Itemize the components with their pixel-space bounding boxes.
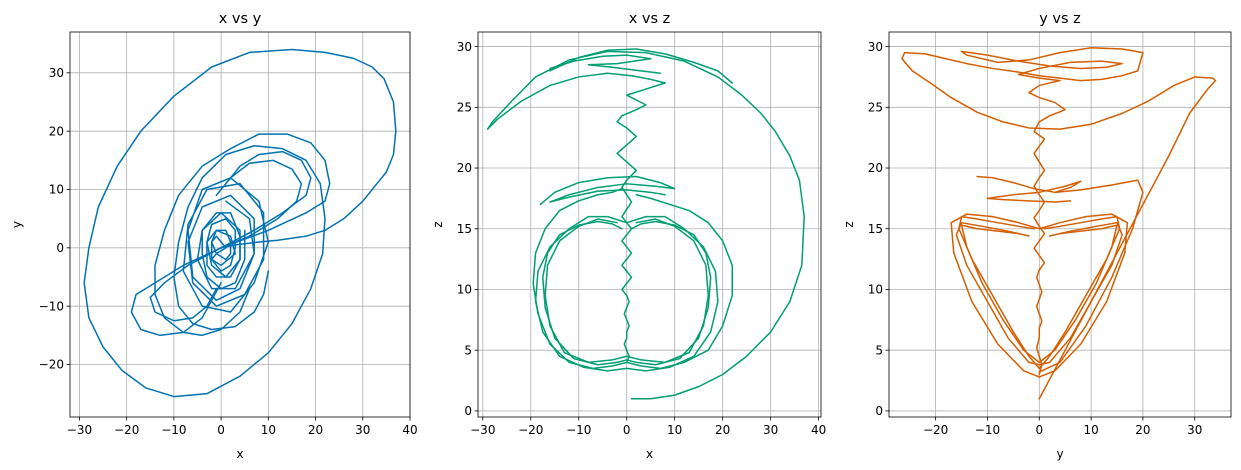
trajectory-segment <box>1038 221 1123 366</box>
axes-frame-xy <box>69 31 411 418</box>
series-yz <box>901 47 1217 400</box>
series-xz <box>486 48 805 400</box>
y-tick-label: 5 <box>464 343 472 357</box>
y-tick-label: 15 <box>457 222 472 236</box>
trajectory-segment <box>486 50 805 400</box>
trajectory-segment <box>544 218 628 364</box>
x-tick-label: −20 <box>923 423 948 437</box>
x-tick-label: 40 <box>402 423 417 437</box>
trajectory-segment <box>616 82 666 260</box>
trajectory-segment <box>1038 179 1144 373</box>
x-tick-label: −30 <box>470 423 495 437</box>
y-tick-label: 30 <box>49 66 64 80</box>
y-tick-label: 20 <box>868 161 883 175</box>
trajectory-segment <box>549 48 733 84</box>
y-tick-label: 10 <box>49 183 64 197</box>
x-tick-label: 30 <box>1187 423 1202 437</box>
x-tick-label: 0 <box>217 423 225 437</box>
x-tick-label: 10 <box>261 423 276 437</box>
y-tick-label: 20 <box>457 161 472 175</box>
trajectory-segment <box>549 54 662 75</box>
chart-panel-yz: −20 −10 0 10 20 30 0 5 10 15 20 25 30 y z y vs z <box>842 11 1232 461</box>
trajectory-segment <box>625 220 712 366</box>
trajectory-segment <box>154 133 331 337</box>
x-tick-label: 20 <box>1135 423 1150 437</box>
y-tick-label: 10 <box>457 283 472 297</box>
trajectory-segment <box>960 47 1144 82</box>
trajectory-segment <box>625 215 719 372</box>
y-axis-label: z <box>842 221 856 227</box>
x-tick-label: 10 <box>667 423 682 437</box>
x-tick-label: 0 <box>623 423 631 437</box>
x-tick-label: 10 <box>1083 423 1098 437</box>
chart-title: y vs z <box>1039 11 1081 27</box>
x-tick-label: −10 <box>975 423 1000 437</box>
trajectory-segment <box>215 159 303 249</box>
x-tick-label: −20 <box>518 423 543 437</box>
trajectory-segment <box>955 221 1041 366</box>
y-tick-label: 0 <box>464 404 472 418</box>
trajectory-segment <box>1028 79 1066 376</box>
y-tick-label: 20 <box>49 124 64 138</box>
trajectory-segment <box>901 51 1217 400</box>
trajectory-segment <box>83 48 397 398</box>
x-tick-label: 40 <box>811 423 826 437</box>
x-tick-label: −20 <box>114 423 139 437</box>
y-tick-label: 30 <box>868 40 883 54</box>
chart-panel-xz: −30 −20 −10 0 10 20 30 40 0 5 10 15 20 25 30 x z x vs z <box>431 11 826 461</box>
series-xy <box>83 48 397 398</box>
x-tick-label: 20 <box>308 423 323 437</box>
trajectory-segment <box>621 258 633 364</box>
y-tick-label: 0 <box>875 404 883 418</box>
grid-xz <box>478 32 821 417</box>
chart-title: x vs y <box>219 11 262 27</box>
trajectory-segment <box>625 218 710 364</box>
y-tick-label: 25 <box>457 100 472 114</box>
chart-panel-xy: −30 −20 −10 0 10 20 30 40 −20 −10 0 10 20 30 x y x vs y <box>10 11 418 461</box>
trajectory-segment <box>1038 213 1129 378</box>
trajectory-segment <box>539 175 676 206</box>
trajectory-segment <box>182 177 270 313</box>
trajectory-segment <box>220 150 312 249</box>
x-tick-label: 30 <box>763 423 778 437</box>
x-tick-label: 0 <box>1035 423 1043 437</box>
x-tick-label: 20 <box>715 423 730 437</box>
trajectory-segment <box>1038 224 1118 364</box>
trajectory-segment <box>542 220 628 366</box>
y-tick-label: −20 <box>39 358 64 372</box>
trajectory-segment <box>149 247 222 322</box>
x-axis-label: x <box>236 447 243 461</box>
y-axis-label: z <box>431 221 445 227</box>
grid-xy <box>70 32 411 417</box>
trajectory-segment <box>130 247 222 337</box>
axes-frame-xz <box>477 31 822 418</box>
y-tick-label: 25 <box>868 100 883 114</box>
y-axis-label: y <box>10 221 24 228</box>
x-axis-label: y <box>1056 447 1063 461</box>
y-tick-label: −10 <box>39 299 64 313</box>
trajectory-segment <box>976 175 1082 203</box>
trajectory-segment <box>201 212 246 290</box>
trajectory-segment <box>960 224 1041 364</box>
y-tick-label: 30 <box>457 40 472 54</box>
trajectory-segment <box>950 213 1041 378</box>
x-tick-label: −10 <box>566 423 591 437</box>
axes-frame-yz <box>888 31 1232 418</box>
x-tick-label: −10 <box>161 423 186 437</box>
chart-title: x vs z <box>629 11 671 27</box>
x-tick-label: −30 <box>67 423 92 437</box>
x-axis-label: x <box>646 447 653 461</box>
y-tick-label: 0 <box>56 241 64 255</box>
grid-yz <box>889 32 1231 417</box>
y-tick-label: 15 <box>868 222 883 236</box>
y-tick-label: 5 <box>875 343 883 357</box>
y-tick-label: 10 <box>868 283 883 297</box>
x-tick-label: 30 <box>355 423 370 437</box>
trajectory-segment <box>534 215 628 372</box>
